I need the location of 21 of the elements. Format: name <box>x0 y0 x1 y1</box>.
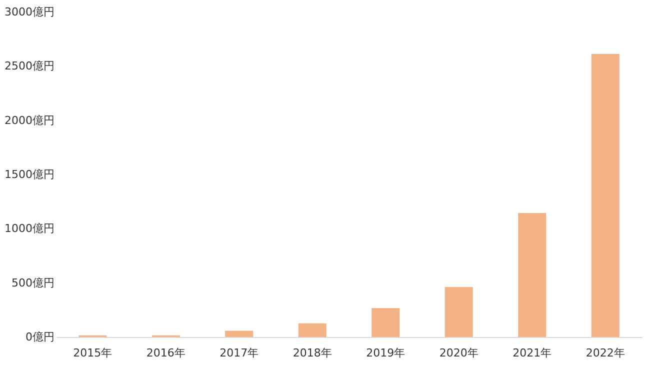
x-tick-label: 2016年 <box>146 346 186 360</box>
x-tick-label: 2017年 <box>220 346 259 360</box>
x-tick-label: 2021年 <box>512 346 552 360</box>
x-tick-label: 2019年 <box>366 346 406 360</box>
y-tick-label: 0億円 <box>26 330 54 344</box>
y-tick-label: 2500億円 <box>4 60 54 73</box>
x-tick-label: 2020年 <box>439 346 478 360</box>
bar <box>591 54 620 337</box>
bar <box>372 308 400 337</box>
bar <box>225 330 254 337</box>
x-tick-label: 2022年 <box>586 346 625 360</box>
y-tick-label: 1000億円 <box>4 222 54 236</box>
bar <box>444 286 473 337</box>
y-tick-label: 3000億円 <box>4 6 54 18</box>
x-tick-label: 2018年 <box>292 346 332 360</box>
bar <box>298 323 326 337</box>
y-tick-label: 500億円 <box>12 276 54 290</box>
y-tick-label: 1500億円 <box>4 168 54 181</box>
x-tick-label: 2015年 <box>73 346 112 360</box>
bar <box>518 212 546 337</box>
y-tick-label: 2000億円 <box>4 114 54 127</box>
